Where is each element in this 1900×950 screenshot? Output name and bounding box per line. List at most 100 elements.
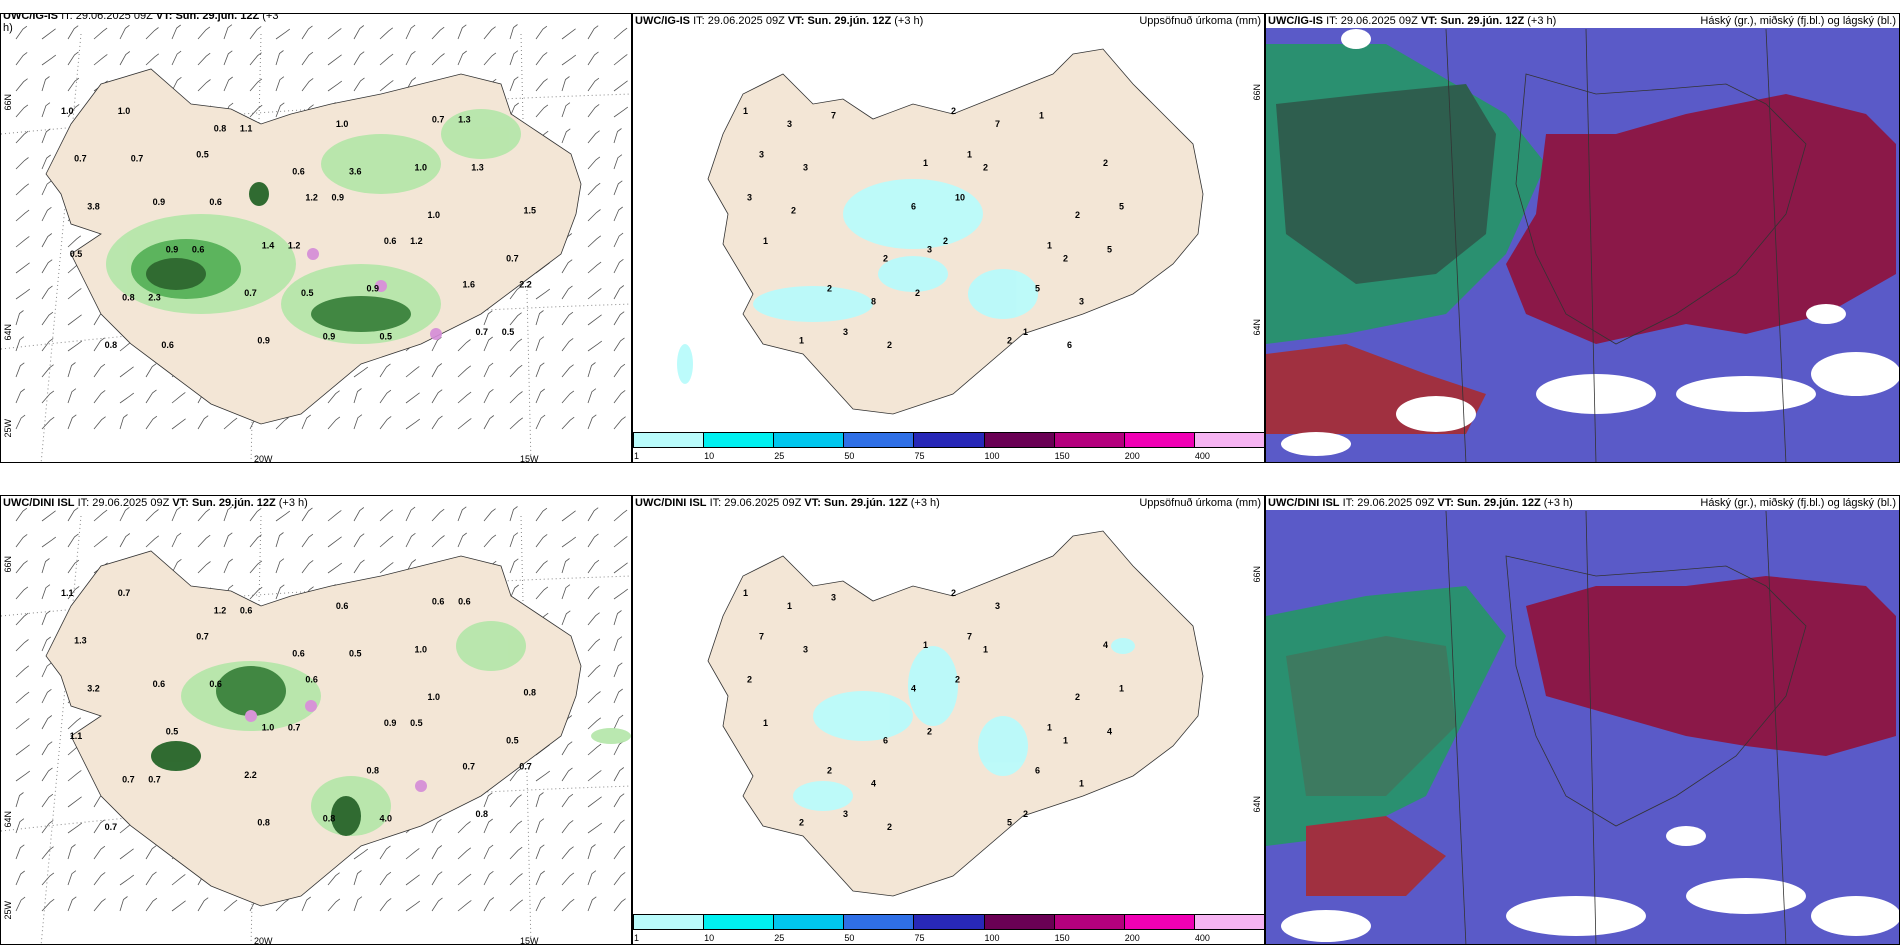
value-label: 0.9 bbox=[323, 331, 336, 341]
value-label: 1 bbox=[1063, 735, 1068, 745]
value-label: 2 bbox=[1075, 692, 1080, 702]
value-label: 0.6 bbox=[305, 675, 318, 685]
value-label: 0.7 bbox=[463, 761, 476, 771]
value-label: 0.6 bbox=[240, 605, 253, 615]
value-label: 2 bbox=[927, 727, 932, 737]
value-label: 0.7 bbox=[244, 288, 257, 298]
value-label: 0.6 bbox=[458, 597, 471, 607]
panel-bottom-clouds: UWC/DINI ISL IT: 29.06.2025 09Z VT: Sun.… bbox=[1265, 495, 1900, 945]
lon-label: 15W bbox=[520, 454, 539, 463]
wind-map: 1.1 1.0 0.6 0.7 0.6 0.7 0.6 0.8 0.8 1.2 0.9 1.3 2.2 1… bbox=[1, 506, 631, 944]
value-label: 0.7 bbox=[288, 722, 301, 732]
value-label: 1 bbox=[763, 718, 768, 728]
value-label: 0.7 bbox=[118, 588, 131, 598]
value-label: 7 bbox=[995, 119, 1000, 129]
value-label: 0.7 bbox=[196, 631, 209, 641]
value-label: 1 bbox=[1047, 240, 1052, 250]
value-label: 0.7 bbox=[122, 774, 135, 784]
value-label: 3 bbox=[843, 809, 848, 819]
lat-label: 25W bbox=[3, 901, 13, 920]
panel-top-precip: UWC/IG-IS IT: 29.06.2025 09Z VT: Sun. 29… bbox=[632, 13, 1265, 463]
value-label: 2 bbox=[915, 288, 920, 298]
value-label: 1.2 bbox=[288, 240, 301, 250]
value-label: 0.5 bbox=[502, 327, 515, 337]
value-label: 3 bbox=[927, 245, 932, 255]
panel-top-winds: UWC/IG-IS IT: 29.06.2025 09Z VT: Sun. 29… bbox=[0, 13, 632, 463]
value-label: 1 bbox=[1119, 683, 1124, 693]
value-label: 3 bbox=[787, 119, 792, 129]
value-label: 10 bbox=[955, 193, 965, 203]
value-label: 4 bbox=[911, 683, 916, 693]
value-label: 2.2 bbox=[519, 279, 532, 289]
value-label: 7 bbox=[759, 631, 764, 641]
precip-blobs bbox=[151, 621, 631, 836]
legend-box: 75 bbox=[913, 432, 985, 461]
value-label: 0.6 bbox=[209, 679, 222, 689]
value-label: 2 bbox=[827, 284, 832, 294]
value-label: 3 bbox=[843, 327, 848, 337]
value-label: 0.8 bbox=[524, 688, 537, 698]
cloud-map bbox=[1266, 28, 1899, 462]
value-label: 3.6 bbox=[349, 167, 362, 177]
value-label: 3 bbox=[831, 592, 836, 602]
value-label: 5 bbox=[1119, 201, 1124, 211]
panel-subtitle: Háský (gr.), miðský (fj.bl.) og lágský (… bbox=[1700, 497, 1896, 509]
legend-box: 1 bbox=[633, 914, 705, 943]
legend-box: 100 bbox=[983, 914, 1055, 943]
value-label: 1 bbox=[763, 236, 768, 246]
value-label: 1.2 bbox=[305, 193, 318, 203]
value-label: 2 bbox=[887, 822, 892, 832]
value-label: 0.6 bbox=[384, 236, 397, 246]
value-label: 6 bbox=[1067, 340, 1072, 350]
precip-legend: 1 10 25 50 75 100 150 200 400 bbox=[633, 432, 1264, 462]
value-label: 1 bbox=[1023, 327, 1028, 337]
value-label: 1 bbox=[743, 588, 748, 598]
value-label: 0.7 bbox=[105, 822, 118, 832]
value-label: 4 bbox=[871, 779, 876, 789]
iceland-land bbox=[45, 550, 582, 907]
lat-label: 66N bbox=[1252, 84, 1262, 101]
value-label: 0.6 bbox=[432, 597, 445, 607]
value-label: 0.8 bbox=[105, 340, 118, 350]
value-label: 1.5 bbox=[524, 206, 537, 216]
precip-value-labels: 1 1 1 1 2 2 2 2 2 2 3 5 6 3 2 1 3 5 7 8 3 1 3 3 3 10 7 5 2 2 1 1 2 2 6 2 bbox=[743, 106, 1124, 350]
value-label: 7 bbox=[967, 631, 972, 641]
legend-box: 50 bbox=[843, 432, 915, 461]
value-label: 1.2 bbox=[214, 605, 227, 615]
value-label: 2 bbox=[791, 206, 796, 216]
value-label: 1.0 bbox=[61, 106, 74, 116]
value-label: 2 bbox=[951, 588, 956, 598]
value-label: 1 bbox=[923, 640, 928, 650]
wind-map: 1.0 1.4 0.7 0.8 0.6 1.6 0.9 0.9 1.5 0.8 0.6 0.7 0.7 1… bbox=[1, 24, 631, 462]
wind-value-labels: 1.0 1.4 0.7 0.8 0.6 1.6 0.9 0.9 1.5 0.8 0.6 0.7 0.7 1… bbox=[61, 106, 536, 350]
value-label: 1.3 bbox=[471, 162, 484, 172]
value-label: 3 bbox=[995, 601, 1000, 611]
value-label: 0.6 bbox=[161, 340, 174, 350]
value-label: 5 bbox=[1007, 818, 1012, 828]
lat-label: 66N bbox=[3, 94, 13, 111]
precip-areas bbox=[793, 638, 1135, 811]
value-label: 1.0 bbox=[428, 692, 441, 702]
value-label: 1.0 bbox=[118, 106, 131, 116]
value-label: 1.2 bbox=[410, 236, 423, 246]
value-label: 0.6 bbox=[153, 679, 166, 689]
value-label: 0.9 bbox=[332, 193, 345, 203]
value-label: 1.0 bbox=[415, 162, 428, 172]
legend-box: 25 bbox=[773, 432, 845, 461]
value-label: 1.1 bbox=[61, 588, 74, 598]
value-label: 1.0 bbox=[415, 644, 428, 654]
panel-title: UWC/DINI ISL IT: 29.06.2025 09Z VT: Sun.… bbox=[635, 497, 940, 509]
iceland-land bbox=[45, 68, 582, 425]
panel-bottom-winds: UWC/DINI ISL IT: 29.06.2025 09Z VT: Sun.… bbox=[0, 495, 632, 945]
legend-box: 200 bbox=[1123, 914, 1195, 943]
value-label: 3 bbox=[759, 149, 764, 159]
value-label: 3 bbox=[803, 162, 808, 172]
panel-title: UWC/IG-IS IT: 29.06.2025 09Z VT: Sun. 29… bbox=[3, 13, 279, 34]
value-label: 0.7 bbox=[432, 115, 445, 125]
value-label: 0.5 bbox=[506, 735, 519, 745]
lat-label: 64N bbox=[3, 324, 13, 341]
precip-areas bbox=[677, 179, 1038, 384]
lat-label: 64N bbox=[1252, 796, 1262, 813]
precip-map: 1 1 1 1 2 2 2 2 2 2 3 5 6 3 2 1 3 5 7 8 3 1 3 3 3 10 7 5 2 2 1 1 2 2 6 2 bbox=[677, 48, 1204, 415]
